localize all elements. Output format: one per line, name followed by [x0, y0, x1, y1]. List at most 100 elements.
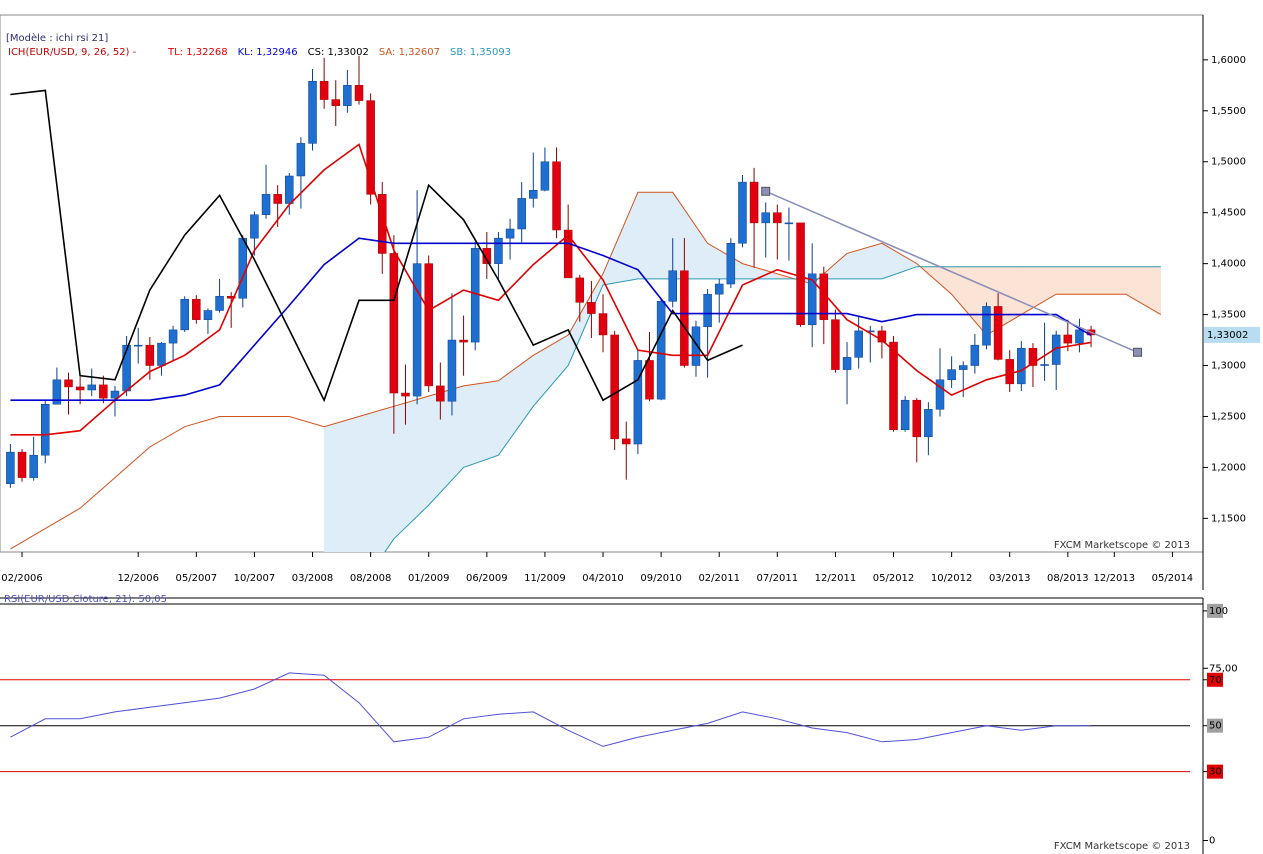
candle-body	[64, 379, 73, 388]
candle-body	[610, 334, 619, 440]
candle-body	[645, 360, 654, 400]
x-tick-label: 01/2009	[408, 573, 450, 584]
candle-body	[668, 270, 677, 302]
ichimoku-line	[10, 237, 1092, 401]
candle-body	[494, 237, 503, 264]
candle-body	[424, 263, 433, 387]
x-tick-label: 09/2010	[640, 573, 682, 584]
candle-body	[749, 181, 759, 224]
rsi-title: RSI(EUR/USD.Cloture, 21): 50,05	[4, 594, 167, 605]
y-tick-label: 1,6000	[1211, 55, 1246, 66]
candle-body	[924, 409, 933, 438]
x-tick-label: 10/2007	[234, 573, 276, 584]
y-tick-label: 70	[1209, 675, 1222, 686]
candle-body	[238, 237, 248, 299]
cloud	[1090, 266, 1127, 295]
candle-body	[110, 390, 120, 399]
y-tick-label: 50	[1209, 721, 1222, 732]
candle-body	[343, 85, 352, 106]
candle-body	[1017, 347, 1026, 385]
candle-body	[970, 344, 980, 366]
candle-body	[784, 222, 794, 225]
candle-body	[389, 253, 399, 394]
trendline-handle	[761, 186, 771, 196]
candle-body	[1063, 334, 1073, 344]
y-tick-label: 1,1500	[1211, 513, 1246, 524]
candle-body	[540, 161, 550, 191]
candle-body	[366, 100, 375, 195]
candle-body	[947, 369, 956, 381]
candle-body	[517, 198, 526, 230]
candle-body	[726, 243, 736, 285]
candle-body	[168, 329, 178, 344]
rsi-line	[10, 672, 1092, 747]
legend-entry: KL: 1,32946	[238, 47, 298, 58]
candle-body	[226, 295, 236, 299]
last-price-box	[1204, 326, 1260, 343]
price-plot	[6, 55, 1162, 552]
y-tick-label: 1,3000	[1211, 361, 1246, 372]
model-title: [Modèle : ichi rsi 21]	[6, 32, 108, 44]
y-tick-label: 1,4000	[1211, 259, 1246, 270]
candle-body	[296, 143, 306, 177]
candle-body	[807, 273, 817, 326]
legend-entry: CS: 1,33002	[308, 47, 369, 58]
cloud	[1055, 266, 1092, 295]
candle-body	[250, 214, 259, 239]
candle-body	[912, 399, 922, 438]
y-tick-label: 1,5000	[1211, 157, 1246, 168]
watermark: FXCM Marketscope © 2013	[1054, 540, 1190, 551]
cloud	[323, 416, 360, 552]
candle-body	[52, 379, 62, 405]
candle-body	[319, 80, 329, 100]
candle-body	[41, 403, 50, 456]
candle-body	[203, 310, 213, 320]
candle-body	[935, 379, 945, 410]
candle-body	[470, 248, 480, 343]
candle-body	[633, 360, 643, 445]
x-tick-label: 08/2008	[350, 573, 392, 584]
x-tick-label: 12/2013	[1094, 573, 1136, 584]
candle-body	[738, 181, 747, 244]
last-price-label: 1,33002	[1207, 330, 1248, 341]
candle-body	[703, 293, 712, 328]
axes: 1,6000 1,5500 1,5000 1,4500 1,4000 1,3500 1,30…	[1, 55, 1260, 847]
candle-body	[900, 399, 910, 430]
candle-body	[680, 270, 689, 366]
cloud	[358, 405, 395, 552]
candle-body	[377, 194, 387, 254]
candle-body	[1051, 334, 1061, 365]
x-tick-label: 07/2011	[757, 573, 799, 584]
candle-body	[505, 228, 515, 239]
candle-body	[75, 386, 85, 391]
candle-body	[993, 306, 1003, 360]
y-tick-label: 1,4500	[1211, 208, 1246, 219]
candle-body	[133, 344, 143, 347]
candle-body	[529, 190, 538, 199]
y-tick-label: 1,2000	[1211, 462, 1246, 473]
ichimoku-line	[10, 143, 1092, 436]
candle-body	[1040, 364, 1049, 366]
candle-body	[563, 229, 573, 279]
legend-entry: SB: 1,35093	[450, 47, 511, 58]
candle-body	[285, 175, 294, 204]
candle-body	[958, 365, 968, 370]
candle-body	[854, 330, 863, 358]
candle-body	[354, 85, 364, 101]
legend-entry: SA: 1,32607	[379, 47, 440, 58]
candle-body	[831, 319, 840, 370]
trendline	[765, 190, 1138, 354]
candle-body	[656, 301, 666, 400]
legend-entry: TL: 1,32268	[167, 47, 228, 58]
candle-body	[412, 263, 422, 397]
watermark: FXCM Marketscope © 2013	[1054, 841, 1190, 852]
candle-body	[552, 161, 561, 231]
candle-body	[6, 451, 15, 484]
x-tick-label: 04/2010	[582, 573, 624, 584]
candle-body	[691, 326, 701, 366]
candle-body	[842, 357, 852, 370]
candle-body	[192, 299, 201, 320]
ichimoku-line	[10, 89, 743, 403]
